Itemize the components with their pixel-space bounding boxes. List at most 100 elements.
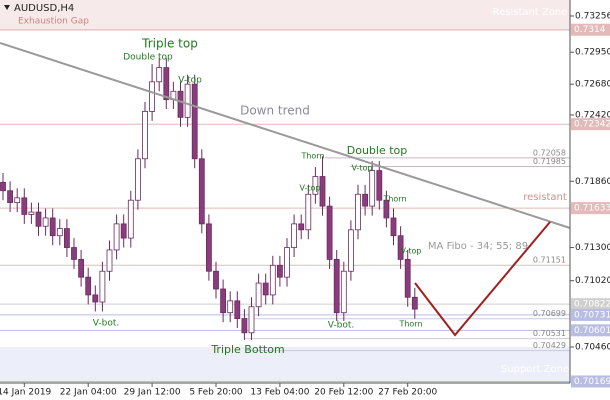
candle-body <box>291 223 298 248</box>
candle-body <box>149 81 156 112</box>
annotation: V-top <box>401 247 422 256</box>
menu-arrow <box>4 5 10 10</box>
candle-body <box>177 90 184 118</box>
annotation: Thorn <box>300 152 324 161</box>
y-tick-label: 0.72420 <box>575 110 610 120</box>
candle-body <box>326 205 333 260</box>
candle-body <box>376 170 383 201</box>
candle-body <box>127 199 134 239</box>
candle-body <box>262 282 269 296</box>
candle-body <box>85 276 92 296</box>
y-tick-label: 0.73256 <box>575 11 610 21</box>
price-box-label: 0.70822 <box>574 300 610 310</box>
candle-body <box>362 193 369 207</box>
candle-body <box>134 158 141 201</box>
y-tick-label: 0.71860 <box>575 177 610 187</box>
annotation: V-top <box>300 184 321 193</box>
chart-title: AUDUSD,H4 <box>14 3 74 14</box>
candle-body <box>120 223 127 239</box>
price-box-label: 0.72342 <box>574 120 610 130</box>
y-tick-label: 0.72950 <box>575 48 610 58</box>
annotation: V-top <box>352 164 373 173</box>
candle-body <box>355 193 361 231</box>
x-tick-label: 14 Jan 2019 <box>0 388 52 398</box>
candle-body <box>156 67 163 83</box>
level-label: 0.70429 <box>533 341 566 350</box>
price-box <box>571 308 610 321</box>
candle-body <box>35 211 42 227</box>
level-label: 0.72058 <box>533 148 566 157</box>
x-tick-label: 22 Jan 04:00 <box>60 388 117 398</box>
candle-body <box>390 217 397 237</box>
candle-body <box>369 170 376 207</box>
candle-body <box>64 228 70 248</box>
candle-body <box>213 270 219 290</box>
candle-body <box>411 296 418 310</box>
annotation: Triple Bottom <box>210 343 284 356</box>
candle-body <box>340 270 347 314</box>
x-tick-label: 27 Feb 20:00 <box>378 388 437 398</box>
candle-body <box>163 67 170 100</box>
annotation: Thorn <box>398 320 422 329</box>
candle-body <box>383 199 390 219</box>
candle-body <box>227 300 234 314</box>
candle-body <box>28 211 35 215</box>
resistant-zone <box>0 0 570 31</box>
candle-body <box>184 83 191 118</box>
candle-body <box>99 270 106 303</box>
candle-body <box>404 258 411 298</box>
level-label: 0.71151 <box>533 256 566 265</box>
annotation: Double top <box>123 53 173 63</box>
candle-body <box>142 111 148 160</box>
price-box <box>571 118 610 131</box>
annotation: V-bot. <box>328 321 355 331</box>
price-box <box>571 23 610 36</box>
candle-body <box>347 229 354 272</box>
candle-body <box>21 197 28 215</box>
candle-body <box>78 258 84 278</box>
trend-line <box>0 42 571 229</box>
candle-body <box>298 223 305 231</box>
price-box-label: 0.70731 <box>574 310 610 320</box>
support-zone <box>0 347 570 383</box>
price-box-label: 0.70169 <box>574 377 610 387</box>
candle-body <box>220 288 227 314</box>
annotation: resistant <box>523 192 567 203</box>
annotation: MA Fibo - 34; 55; 89 <box>428 241 528 252</box>
price-box <box>571 202 610 215</box>
candle-body <box>113 223 120 251</box>
x-tick-label: 5 Feb 20:00 <box>189 388 243 398</box>
candle-body <box>305 193 312 231</box>
candle-body <box>312 176 319 195</box>
level-label: 0.70531 <box>533 329 566 338</box>
y-tick-label: 0.70460 <box>575 343 610 353</box>
x-tick-label: 13 Feb 04:00 <box>250 388 309 398</box>
price-box <box>571 298 610 311</box>
candle-body <box>7 190 13 203</box>
candle-body <box>319 176 326 207</box>
annotation: Triple top <box>141 37 198 51</box>
candle-body <box>333 258 340 314</box>
candle-body <box>42 217 49 227</box>
price-box <box>571 375 610 388</box>
y-tick-label: 0.71020 <box>575 276 610 286</box>
price-box-label: 0.71633 <box>574 204 610 214</box>
price-box <box>571 324 610 337</box>
plot-area <box>0 0 570 383</box>
annotation: V-bot. <box>93 319 120 329</box>
candle-body <box>14 197 21 203</box>
candle-body <box>284 247 290 278</box>
price-box-label: 0.7314 <box>574 25 606 35</box>
annotation: V-top <box>178 76 202 86</box>
candle-body <box>198 158 205 225</box>
projection <box>414 221 551 337</box>
annotation: Thorn <box>382 195 406 204</box>
candle-body <box>269 264 276 296</box>
candle-body <box>241 318 248 334</box>
x-tick-label: 20 Feb 12:00 <box>314 388 373 398</box>
level-label: 0.70699 <box>533 309 566 318</box>
candle-body <box>92 294 99 303</box>
annotation: Down trend <box>240 104 310 118</box>
candle-body <box>248 306 255 334</box>
